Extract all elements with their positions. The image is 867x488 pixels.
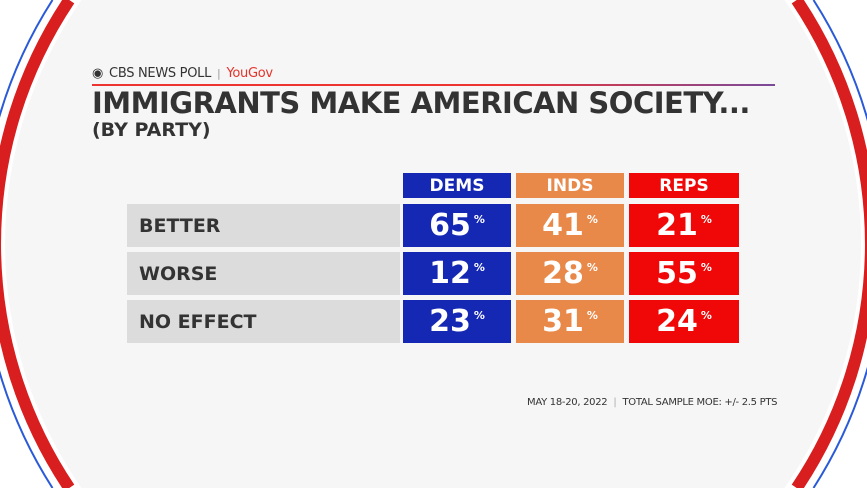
value-cell: 28%	[516, 252, 624, 295]
percent-sign: %	[586, 261, 598, 274]
partner-logo: YouGov	[226, 66, 273, 81]
value-number: 24	[656, 304, 698, 339]
value-number: 12	[429, 256, 471, 291]
row-label: WORSE	[127, 252, 400, 295]
value-cell: 55%	[629, 252, 739, 295]
blue-ring-right	[812, 0, 867, 488]
percent-sign: %	[700, 213, 712, 226]
value-cell: 65%	[403, 204, 511, 247]
row-label: NO EFFECT	[127, 300, 400, 343]
page-subtitle: (BY PARTY)	[92, 119, 211, 141]
percent-sign: %	[700, 261, 712, 274]
value-cell: 41%	[516, 204, 624, 247]
separator: |	[613, 397, 617, 408]
page-title: IMMIGRANTS MAKE AMERICAN SOCIETY...	[92, 86, 750, 120]
blue-ring-left	[0, 0, 54, 488]
value-number: 31	[542, 304, 584, 339]
margin-of-error: TOTAL SAMPLE MOE: +/- 2.5 PTS	[622, 397, 778, 408]
value-number: 21	[656, 208, 698, 243]
value-number: 41	[542, 208, 584, 243]
value-number: 55	[656, 256, 698, 291]
value-number: 28	[542, 256, 584, 291]
red-ring-right	[791, 0, 867, 488]
footer: MAY 18-20, 2022 | TOTAL SAMPLE MOE: +/- 2.…	[527, 397, 778, 408]
brand-bar: ◉ CBS NEWS POLL | YouGov	[92, 66, 273, 81]
value-number: 65	[429, 208, 471, 243]
percent-sign: %	[473, 213, 485, 226]
value-cell: 21%	[629, 204, 739, 247]
divider	[92, 84, 775, 86]
column-header-dems: DEMS	[403, 173, 511, 198]
poll-date: MAY 18-20, 2022	[527, 397, 608, 408]
value-cell: 24%	[629, 300, 739, 343]
percent-sign: %	[700, 309, 712, 322]
value-number: 23	[429, 304, 471, 339]
percent-sign: %	[586, 309, 598, 322]
red-ring-left	[0, 0, 75, 488]
network-logo: CBS NEWS POLL	[109, 66, 212, 81]
percent-sign: %	[473, 261, 485, 274]
column-header-inds: INDS	[516, 173, 624, 198]
value-cell: 12%	[403, 252, 511, 295]
value-cell: 31%	[516, 300, 624, 343]
cbs-eye-icon: ◉	[92, 66, 104, 81]
value-cell: 23%	[403, 300, 511, 343]
percent-sign: %	[473, 309, 485, 322]
row-label: BETTER	[127, 204, 400, 247]
separator: |	[217, 67, 221, 80]
percent-sign: %	[586, 213, 598, 226]
column-header-reps: REPS	[629, 173, 739, 198]
